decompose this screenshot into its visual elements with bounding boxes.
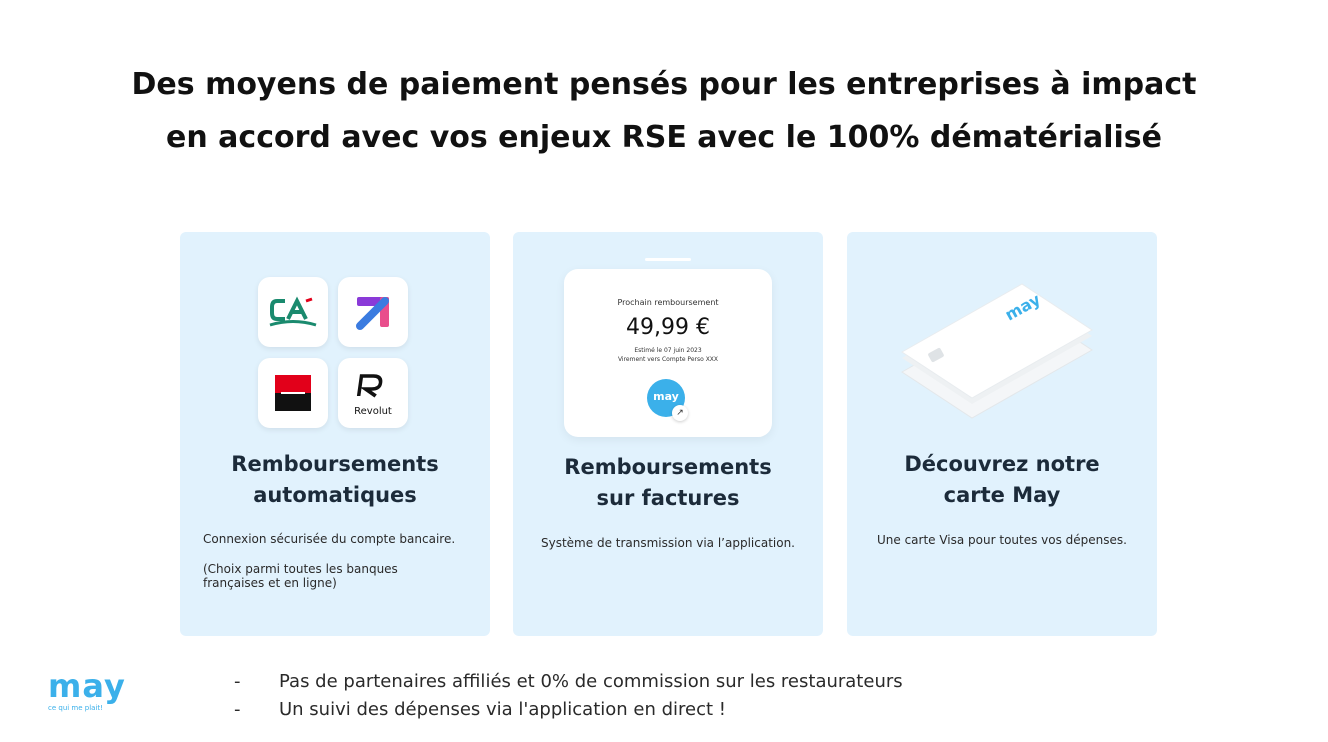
card-description: Système de transmission via l’applicatio… bbox=[541, 536, 795, 550]
logo-tagline: ce qui me plait! bbox=[48, 704, 103, 712]
phone-mockup: Prochain remboursement 49,99 € Estimé le… bbox=[564, 269, 772, 437]
transfer-target: Virement vers Compte Perso XXX bbox=[617, 356, 719, 363]
may-logo: may ce qui me plait! bbox=[48, 667, 126, 712]
reimbursement-amount: 49,99 € bbox=[626, 315, 710, 340]
credit-agricole-logo bbox=[258, 277, 328, 347]
estimated-date: Estimé le 07 juin 2023 bbox=[634, 347, 702, 354]
card-description: Connexion sécurisée du compte bancaire. bbox=[203, 532, 456, 546]
logo-wordmark: may bbox=[48, 667, 126, 705]
card-title-line-2: sur factures bbox=[596, 486, 740, 510]
next-reimbursement-label: Prochain remboursement bbox=[617, 298, 719, 307]
card-may-card: may Découvrez notre carte May Une carte … bbox=[847, 232, 1157, 636]
card-title: Découvrez notre carte May bbox=[847, 449, 1157, 511]
phone-notch bbox=[645, 258, 691, 261]
page-title: Des moyens de paiement pensés pour les e… bbox=[0, 58, 1328, 164]
arrow-bank-logo bbox=[338, 277, 408, 347]
may-card-illustration: may bbox=[901, 283, 1093, 419]
card-title: Remboursements automatiques bbox=[180, 449, 490, 511]
card-title-line-2: automatiques bbox=[253, 483, 417, 507]
list-item: - Un suivi des dépenses via l'applicatio… bbox=[234, 698, 726, 720]
list-item: - Pas de partenaires affiliés et 0% de c… bbox=[234, 670, 903, 692]
credit-agricole-icon bbox=[269, 296, 317, 327]
card-title-line-2: carte May bbox=[943, 483, 1061, 507]
revolut-r-icon bbox=[356, 374, 383, 398]
headline-line-1: Des moyens de paiement pensés pour les e… bbox=[131, 67, 1197, 102]
bullet-text: Un suivi des dépenses via l'application … bbox=[279, 698, 726, 720]
card-note: (Choix parmi toutes les banques français… bbox=[203, 562, 398, 590]
arrow-up-right-icon: ↗ bbox=[672, 405, 688, 421]
card-note-line-1: (Choix parmi toutes les banques bbox=[203, 562, 398, 576]
arrow-up-right-icon bbox=[356, 297, 389, 330]
societe-generale-logo bbox=[258, 358, 328, 428]
bullet-list: - Pas de partenaires affiliés et 0% de c… bbox=[234, 667, 903, 723]
card-automatic-reimbursements: Revolut Remboursements automatiques Conn… bbox=[180, 232, 490, 636]
card-title: Remboursements sur factures bbox=[513, 452, 823, 514]
revolut-label: Revolut bbox=[354, 406, 392, 417]
card-description: Une carte Visa pour toutes vos dépenses. bbox=[876, 533, 1127, 547]
card-title-line-1: Remboursements bbox=[564, 455, 772, 479]
card-title-line-1: Découvrez notre bbox=[904, 452, 1100, 476]
headline-line-2: en accord avec vos enjeux RSE avec le 10… bbox=[166, 120, 1162, 155]
societe-generale-icon bbox=[275, 375, 311, 411]
card-invoice-reimbursements: Prochain remboursement 49,99 € Estimé le… bbox=[513, 232, 823, 636]
bullet-text: Pas de partenaires affiliés et 0% de com… bbox=[279, 670, 903, 692]
card-note-line-2: françaises et en ligne) bbox=[203, 576, 337, 590]
revolut-logo: Revolut bbox=[338, 358, 408, 428]
card-title-line-1: Remboursements bbox=[231, 452, 439, 476]
